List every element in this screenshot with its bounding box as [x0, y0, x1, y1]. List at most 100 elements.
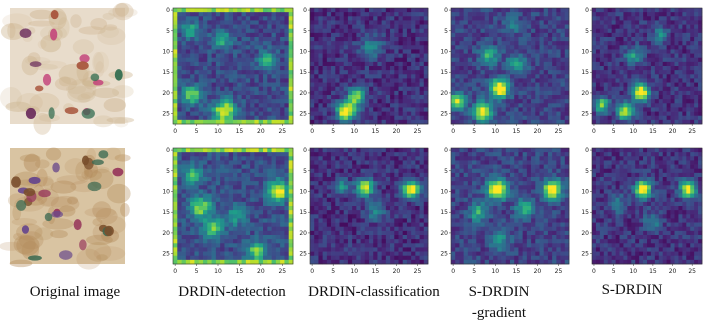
heatmap-cell [340, 78, 345, 82]
heatmap-cell [344, 8, 349, 12]
heatmap-cell [369, 152, 374, 156]
heatmap-cell [655, 16, 659, 20]
heatmap-cell [502, 120, 507, 124]
heatmap-cell [335, 8, 340, 12]
heatmap-cell [694, 62, 698, 66]
heatmap-cell [399, 202, 404, 206]
heatmap-cell [340, 37, 345, 41]
heatmap-cell [203, 107, 208, 111]
heatmap-cell [331, 41, 336, 45]
heatmap-cell [318, 87, 323, 91]
heatmap-cell [616, 20, 620, 24]
heatmap-cell [199, 260, 204, 264]
heatmap-cell [276, 58, 281, 62]
heatmap-cell [280, 62, 285, 66]
heatmap-cell [608, 41, 612, 45]
heatmap-cell [544, 45, 549, 49]
heatmap-cell [177, 54, 182, 58]
heatmap-cell [459, 12, 464, 16]
heatmap-cell [254, 41, 259, 45]
heatmap-cell [373, 95, 378, 99]
heatmap-cell [675, 49, 679, 53]
heatmap-cell [523, 70, 528, 74]
heatmap-cell [310, 54, 315, 58]
heatmap-cell [608, 33, 612, 37]
heatmap-cell [365, 49, 370, 53]
heatmap-cell [407, 20, 412, 24]
heatmap-cell [194, 218, 199, 222]
heatmap-cell [663, 8, 667, 12]
heatmap-cell [229, 74, 234, 78]
heatmap-cell [455, 78, 460, 82]
heatmap-cell [612, 12, 616, 16]
heatmap-cell [667, 95, 671, 99]
heatmap-cell [250, 189, 255, 193]
heatmap-cell [415, 87, 420, 91]
heatmap-cell [327, 95, 332, 99]
heatmap-cell [659, 54, 663, 58]
heatmap-cell [455, 29, 460, 33]
heatmap-cell [523, 66, 528, 70]
heatmap-cell [340, 194, 345, 198]
heatmap-cell [552, 29, 557, 33]
heatmap-cell [671, 41, 675, 45]
heatmap-cell [237, 70, 242, 74]
heatmap-cell [502, 62, 507, 66]
heatmap-cell [242, 160, 247, 164]
heatmap-cell [518, 16, 523, 20]
heatmap-cell [220, 256, 225, 260]
heatmap-cell [284, 116, 289, 120]
heatmap-cell [592, 45, 596, 49]
heatmap-cell [272, 20, 277, 24]
heatmap-cell [523, 20, 528, 24]
heatmap-cell [390, 177, 395, 181]
heatmap-cell [318, 62, 323, 66]
heatmap-cell [527, 83, 532, 87]
heatmap-cell [373, 256, 378, 260]
heatmap-cell [369, 214, 374, 218]
heatmap-cell [272, 70, 277, 74]
heatmap-cell [237, 218, 242, 222]
heatmap-cell [177, 214, 182, 218]
heatmap-cell [399, 29, 404, 33]
heatmap-cell [596, 70, 600, 74]
heatmap-cell [631, 74, 635, 78]
heatmap-cell [254, 74, 259, 78]
heatmap-cell [331, 189, 336, 193]
heatmap-cell [548, 95, 553, 99]
heatmap-cell [468, 45, 473, 49]
heatmap-cell [233, 58, 238, 62]
heatmap-cell [489, 70, 494, 74]
heatmap-cell [190, 25, 195, 29]
heatmap-cell [523, 99, 528, 103]
heatmap-cell [284, 194, 289, 198]
heatmap-cell [361, 41, 366, 45]
heatmap-cell [424, 198, 429, 202]
heatmap-cell [177, 202, 182, 206]
heatmap-cell [289, 112, 294, 116]
heatmap-cell [220, 70, 225, 74]
heatmap-cell [535, 45, 540, 49]
heatmap-cell [280, 49, 285, 53]
heatmap-cell [424, 16, 429, 20]
heatmap-cell [310, 74, 315, 78]
heatmap-cell [229, 177, 234, 181]
heatmap-cell [212, 165, 217, 169]
heatmap-cell [523, 116, 528, 120]
heatmap-cell [548, 103, 553, 107]
heatmap-cell [556, 107, 561, 111]
heatmap-cell [237, 62, 242, 66]
heatmap-cell [531, 120, 536, 124]
heatmap-cell [254, 148, 259, 152]
heatmap-cell [352, 256, 357, 260]
heatmap-cell [394, 189, 399, 193]
heatmap-cell [361, 116, 366, 120]
heatmap-cell [600, 49, 604, 53]
heatmap-cell [276, 25, 281, 29]
heatmap-cell [369, 198, 374, 202]
heatmap-cell [464, 41, 469, 45]
heatmap-cell [267, 152, 272, 156]
heatmap-cell [280, 148, 285, 152]
heatmap-cell [323, 49, 328, 53]
heatmap-cell [420, 152, 425, 156]
